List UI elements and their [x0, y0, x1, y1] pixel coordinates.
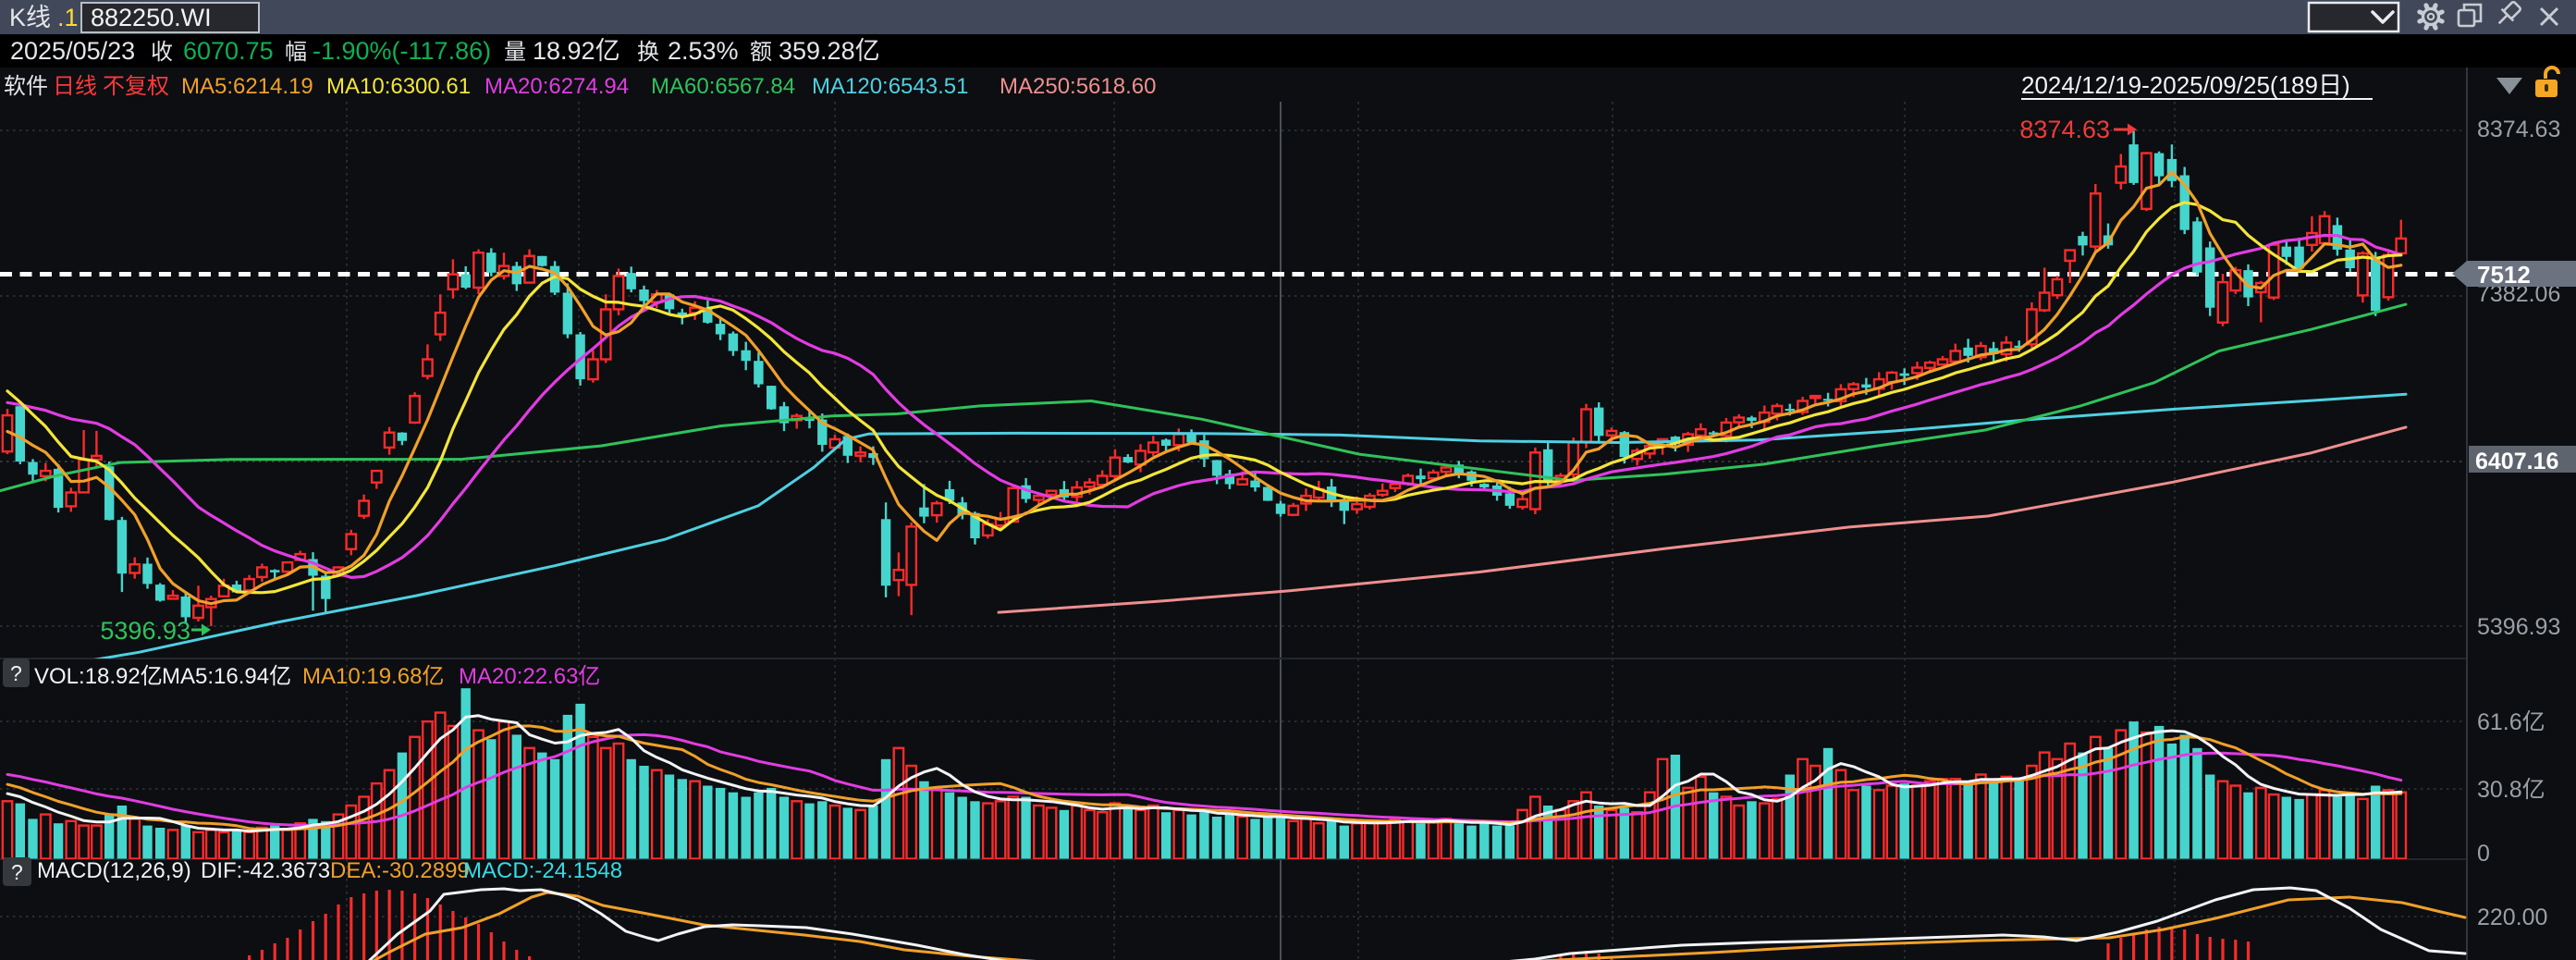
- svg-text:MA60:6567.84: MA60:6567.84: [651, 74, 795, 99]
- svg-text:8374.63: 8374.63: [2477, 117, 2560, 142]
- svg-text:2024/12/19-2025/09/25(189日): 2024/12/19-2025/09/25(189日): [2021, 71, 2350, 99]
- svg-text:6070.75: 6070.75: [183, 37, 274, 65]
- svg-text:359.28亿: 359.28亿: [779, 37, 880, 65]
- svg-text:8374.63: 8374.63: [2019, 116, 2110, 143]
- svg-text:量: 量: [504, 40, 526, 65]
- svg-text:2025/05/23: 2025/05/23: [10, 37, 135, 65]
- svg-text:?: ?: [10, 661, 22, 685]
- svg-text:MA250:5618.60: MA250:5618.60: [1000, 74, 1156, 99]
- svg-text:7512: 7512: [2477, 261, 2531, 289]
- svg-text:MACD:-24.1548: MACD:-24.1548: [463, 858, 622, 883]
- svg-text:MA5:6214.19: MA5:6214.19: [181, 74, 313, 99]
- svg-text:软件: 软件: [4, 74, 48, 99]
- svg-text:幅: 幅: [285, 40, 307, 65]
- svg-text:18.92亿: 18.92亿: [533, 37, 620, 65]
- svg-text:-1.90%(-117.86): -1.90%(-117.86): [313, 37, 491, 65]
- svg-text:MA20:6274.94: MA20:6274.94: [485, 74, 629, 99]
- svg-text:30.8亿: 30.8亿: [2477, 777, 2545, 803]
- svg-text:MA10:19.68亿: MA10:19.68亿: [302, 664, 444, 689]
- svg-text:5396.93: 5396.93: [100, 617, 190, 645]
- svg-text:换: 换: [637, 40, 659, 65]
- svg-text:61.6亿: 61.6亿: [2477, 709, 2545, 735]
- svg-text:5396.93: 5396.93: [2477, 614, 2560, 640]
- svg-text:MA20:22.63亿: MA20:22.63亿: [459, 664, 600, 689]
- svg-text:日线: 日线: [53, 74, 97, 99]
- svg-text:收: 收: [151, 40, 173, 65]
- svg-text:不复权: 不复权: [103, 74, 169, 99]
- svg-text:6407.16: 6407.16: [2475, 449, 2558, 474]
- svg-text:DEA:-30.2899: DEA:-30.2899: [330, 858, 470, 883]
- svg-text:MA5:16.94亿: MA5:16.94亿: [162, 664, 291, 689]
- svg-text:MA10:6300.61: MA10:6300.61: [326, 74, 471, 99]
- svg-text:.1: .1: [57, 4, 79, 31]
- svg-text:220.00: 220.00: [2477, 905, 2547, 930]
- svg-text:?: ?: [11, 860, 23, 884]
- svg-text:额: 额: [750, 40, 772, 65]
- svg-text:2.53%: 2.53%: [668, 37, 739, 65]
- svg-text:DIF:-42.3673: DIF:-42.3673: [201, 858, 330, 883]
- svg-text:MACD(12,26,9): MACD(12,26,9): [37, 858, 191, 883]
- svg-text:VOL:18.92亿: VOL:18.92亿: [34, 664, 163, 689]
- svg-text:0: 0: [2477, 841, 2490, 867]
- svg-text:K线: K线: [9, 4, 51, 31]
- svg-text:882250.WI: 882250.WI: [91, 4, 212, 31]
- svg-text:MA120:6543.51: MA120:6543.51: [812, 74, 968, 99]
